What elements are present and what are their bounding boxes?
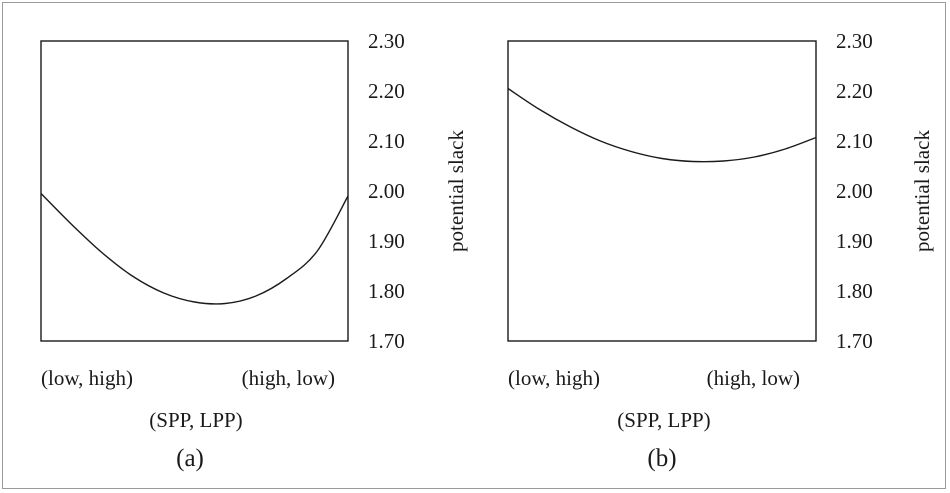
y-tick-label: 1.90 — [836, 229, 873, 253]
panel-label: (b) — [647, 445, 676, 472]
y-tick-label: 1.80 — [368, 279, 405, 303]
y-tick-label: 2.30 — [836, 29, 873, 53]
plot-area — [40, 40, 349, 342]
y-tick-label: 1.70 — [836, 329, 873, 353]
y-tick-label: 2.00 — [836, 179, 873, 203]
x-tick-label-left: (low, high) — [508, 366, 600, 390]
x-tick-label-left: (low, high) — [41, 366, 133, 390]
y-tick-label: 2.10 — [836, 129, 873, 153]
y-tick-labels: 1.70 1.80 1.90 2.00 2.10 2.20 2.30 — [368, 29, 405, 353]
series-line — [507, 87, 817, 163]
x-axis-label: (SPP, LPP) — [149, 408, 242, 432]
y-tick-label: 1.80 — [836, 279, 873, 303]
y-tick-label: 1.70 — [368, 329, 405, 353]
y-tick-labels: 1.70 1.80 1.90 2.00 2.10 2.20 2.30 — [836, 29, 873, 353]
x-axis-label: (SPP, LPP) — [617, 408, 710, 432]
plot-area — [507, 40, 817, 342]
y-tick-label: 1.90 — [368, 229, 405, 253]
x-tick-label-right: (high, low) — [707, 366, 800, 390]
panel-a: 1.70 1.80 1.90 2.00 2.10 2.20 2.30 potential s… — [40, 29, 468, 472]
y-tick-label: 2.10 — [368, 129, 405, 153]
y-tick-label: 2.20 — [368, 79, 405, 103]
x-tick-label-right: (high, low) — [242, 366, 335, 390]
y-axis-label: potential slack — [910, 130, 934, 252]
series-line — [40, 193, 349, 305]
y-tick-label: 2.20 — [836, 79, 873, 103]
panel-b: 1.70 1.80 1.90 2.00 2.10 2.20 2.30 potential s… — [507, 29, 934, 472]
y-tick-label: 2.30 — [368, 29, 405, 53]
y-tick-label: 2.00 — [368, 179, 405, 203]
panel-label: (a) — [176, 445, 204, 472]
y-axis-label: potential slack — [444, 130, 468, 252]
